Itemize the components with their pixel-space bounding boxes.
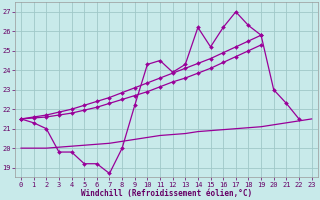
X-axis label: Windchill (Refroidissement éolien,°C): Windchill (Refroidissement éolien,°C)	[81, 189, 252, 198]
